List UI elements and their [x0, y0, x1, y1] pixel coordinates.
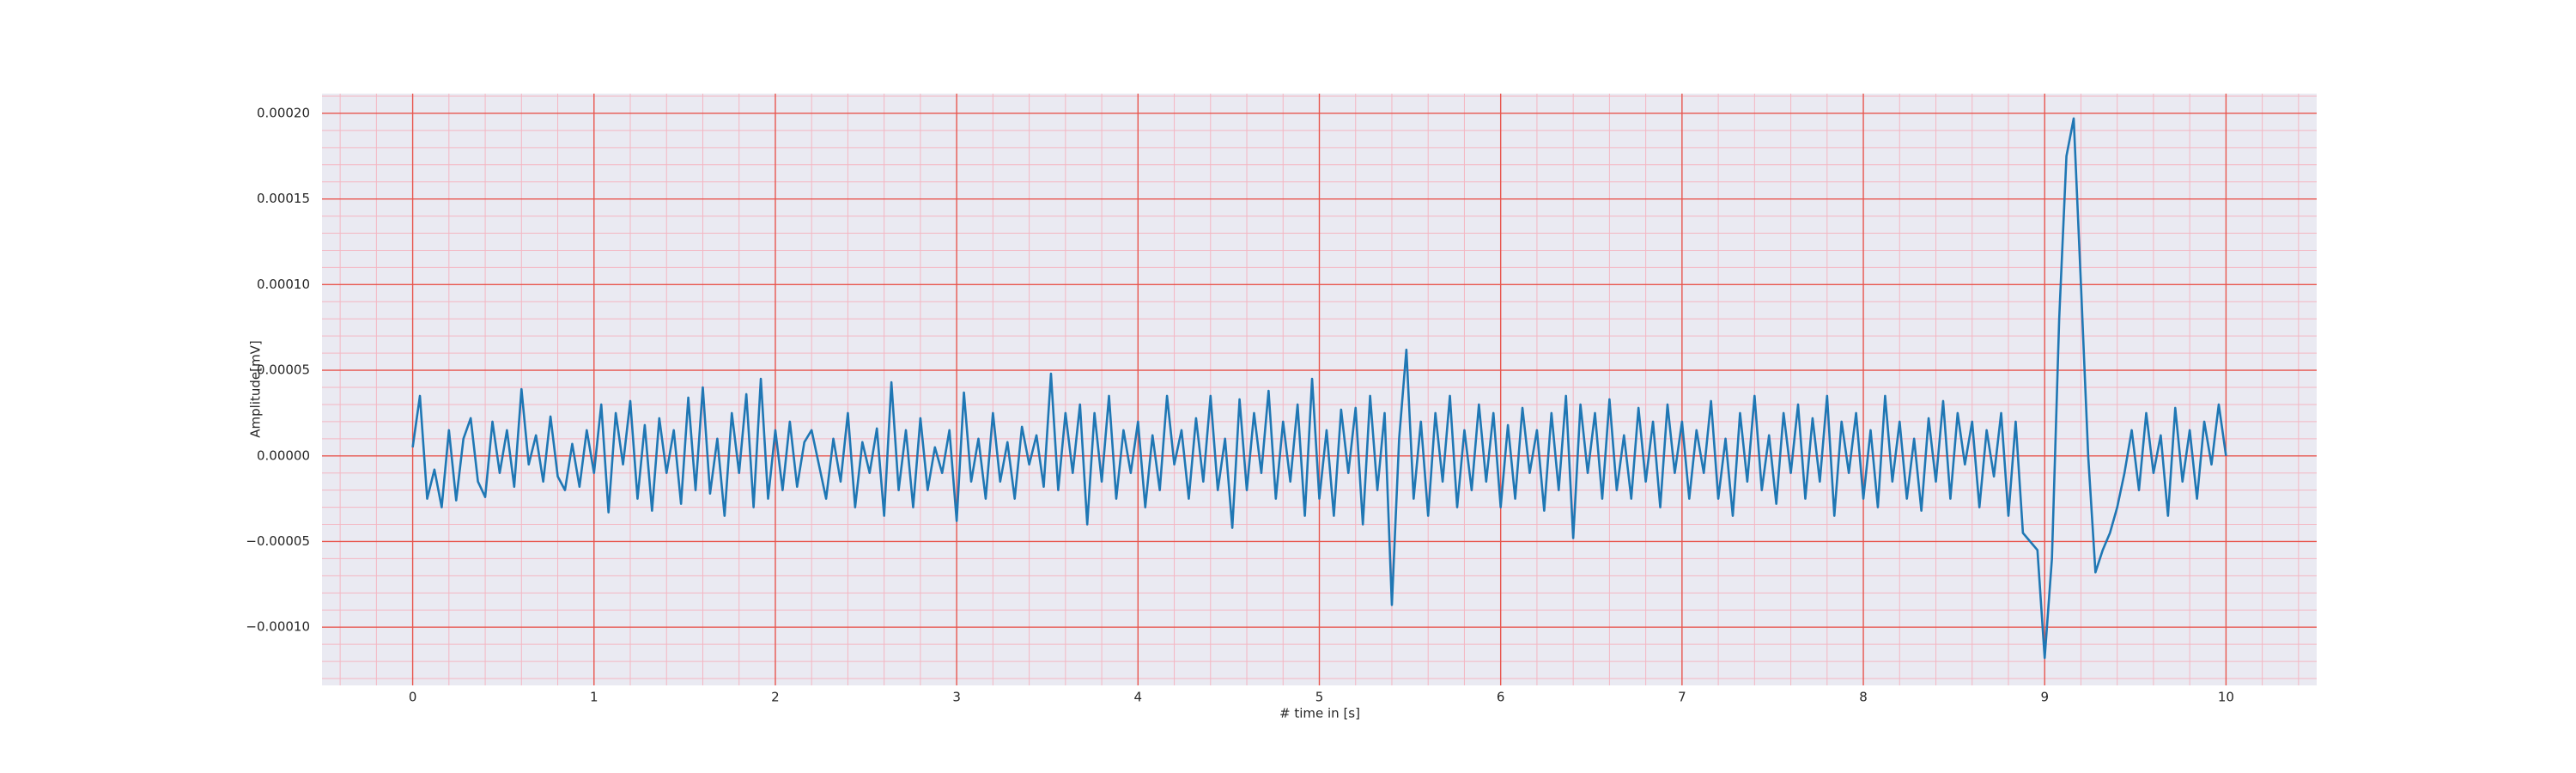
y-tick-label: −0.00005 — [246, 533, 310, 549]
x-tick-label: 3 — [952, 690, 961, 705]
x-tick-label: 9 — [2040, 690, 2049, 705]
y-axis-label: Amplitude[mV] — [248, 340, 264, 437]
y-tick-label: 0.00020 — [257, 105, 310, 120]
x-tick-label: 1 — [590, 690, 598, 705]
x-tick-label: 5 — [1315, 690, 1324, 705]
y-tick-label: 0.00000 — [257, 447, 310, 463]
y-tick-label: 0.00010 — [257, 277, 310, 292]
x-tick-label: 7 — [1678, 690, 1686, 705]
x-tick-label: 8 — [1859, 690, 1868, 705]
marks — [411, 117, 2227, 660]
x-tick-label: 2 — [771, 690, 780, 705]
y-tick-label: 0.00015 — [257, 191, 310, 206]
y-tick-label: 0.00005 — [257, 362, 310, 378]
x-tick-label: 6 — [1497, 690, 1505, 705]
x-tick-label: 10 — [2218, 690, 2234, 705]
grid — [322, 94, 2317, 685]
y-tick-label: −0.00010 — [246, 619, 310, 635]
x-tick-label: 4 — [1134, 690, 1143, 705]
x-tick-label: 0 — [409, 690, 417, 705]
x-axis-label: # time in [s] — [1279, 706, 1360, 721]
signal-line — [411, 117, 2227, 660]
